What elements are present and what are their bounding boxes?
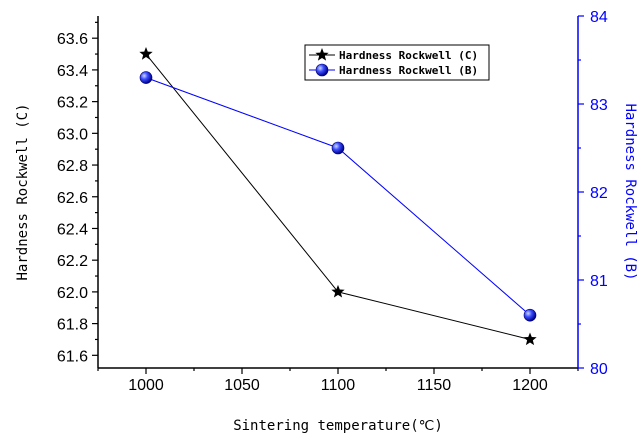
star-data-point	[139, 47, 153, 60]
y-right-tick-label: 83	[590, 97, 608, 114]
star-data-point	[331, 284, 345, 298]
star-data-point	[523, 332, 537, 346]
y-right-tick-label: 80	[590, 361, 608, 378]
y-left-tick-label: 63.4	[57, 63, 88, 80]
x-tick-label: 1050	[224, 377, 260, 394]
legend-swatch-marker	[315, 48, 329, 61]
y-left-tick-label: 61.8	[57, 317, 88, 334]
y-left-tick-label: 62.2	[57, 253, 88, 270]
y-right-tick-label: 81	[590, 273, 608, 290]
y-left-tick-label: 61.6	[57, 348, 88, 365]
legend-box	[304, 44, 490, 81]
x-tick-label: 1200	[512, 377, 548, 394]
x-tick-label: 1150	[417, 377, 452, 394]
y-left-tick-label: 63.2	[57, 95, 88, 112]
y-left-tick-label: 62.0	[57, 285, 88, 302]
x-axis-title: Sintering temperature(℃)	[233, 418, 443, 434]
x-tick-label: 1100	[321, 377, 356, 394]
y-axis-right-title: Hardness Rockwell (B)	[622, 103, 638, 280]
y-right-tick-label: 82	[590, 185, 608, 202]
legend-label: Hardness Rockwell (B)	[339, 64, 478, 77]
y-left-tick-label: 62.6	[57, 190, 88, 207]
series-line	[145, 53, 531, 340]
y-left-tick-label: 62.4	[57, 221, 88, 238]
circle-data-point	[139, 71, 153, 84]
y-left-tick-label: 63.6	[57, 31, 88, 48]
legend-label: Hardness Rockwell (C)	[339, 49, 478, 62]
circle-data-point	[523, 308, 537, 322]
y-left-tick-label: 62.8	[57, 158, 88, 175]
y-axis-left-title: Hardness Rockwell (C)	[15, 103, 31, 280]
legend-swatch-marker	[315, 63, 329, 77]
circle-data-point	[331, 141, 345, 155]
y-left-tick-label: 63.0	[57, 126, 88, 143]
y-right-tick-label: 84	[590, 9, 608, 26]
series-line	[145, 77, 531, 316]
x-tick-label: 1000	[128, 377, 164, 394]
